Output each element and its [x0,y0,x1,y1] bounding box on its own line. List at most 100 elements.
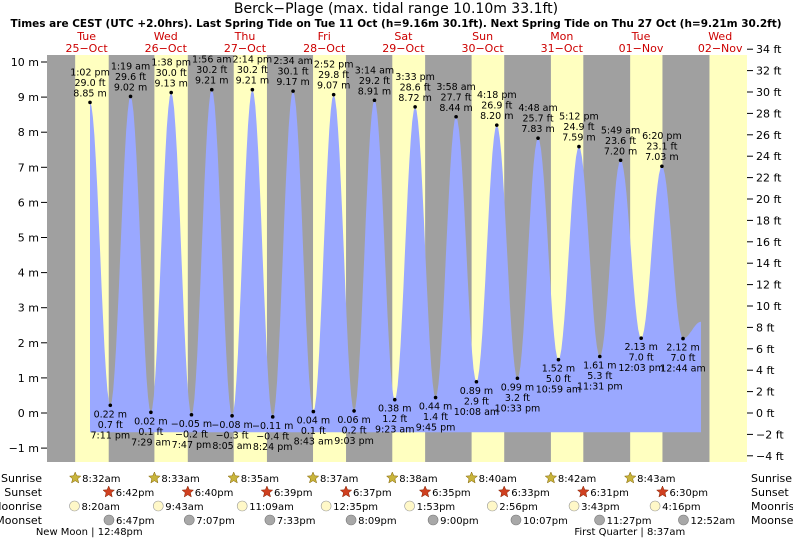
day-date-label: 27−Oct [224,42,267,55]
tide-label: 1.2 ft [382,414,407,425]
tide-label: 1.52 m [542,364,575,375]
row-label-left: Sunrise [1,472,42,485]
tide-label: 7:11 pm [90,430,130,441]
low-tide-point [109,403,113,407]
sunrise-time: 8:35am [241,474,279,485]
y-tick-label-ft: −4 ft [756,450,784,463]
sunrise-time: 8:40am [479,474,517,485]
tide-label: 9.07 m [317,81,350,92]
tide-label: 7.59 m [562,133,595,144]
tide-label: 27.7 ft [441,92,472,103]
y-tick-label-ft: 26 ft [756,129,782,142]
y-tick-label-ft: 18 ft [756,214,782,227]
tide-label: −0.3 ft [216,430,249,441]
sunset-time: 6:39pm [274,488,313,499]
tide-label: 10:08 am [454,407,499,418]
y-tick-label-m: 3 m [18,302,39,315]
sunrise-icon [387,472,398,483]
moonrise-time: 4:16pm [662,502,701,513]
tide-label: 9.17 m [276,77,309,88]
tide-label: 1:02 pm [70,67,110,78]
sunrise-time: 8:43am [637,474,675,485]
moonrise-time: 8:20am [82,502,120,513]
moonset-time: 8:09pm [358,516,397,527]
y-tick-label-m: 6 m [18,196,39,209]
low-tide-point [598,355,602,359]
y-tick-label-m: −1 m [9,442,39,455]
y-tick-label-m: 0 m [18,407,39,420]
tide-label: 29.0 ft [74,78,105,89]
sunset-time: 6:37pm [353,488,392,499]
tide-label: 4:48 am [518,103,557,114]
moon-phase-label: First Quarter | 8:37am [574,527,685,538]
y-tick-label-m: 2 m [18,337,39,350]
tide-label: 1:38 pm [151,58,191,69]
tide-label: 10:59 am [536,385,581,396]
tide-label: 30.2 ft [196,65,227,76]
high-tide-point [373,98,377,102]
tide-label: 11:31 pm [577,381,623,392]
sunset-icon [419,486,430,497]
day-date-label: 25−Oct [65,42,108,55]
day-date-label: 01−Nov [619,42,664,55]
moonset-icon [265,515,275,525]
sunset-time: 6:42pm [116,488,155,499]
moonrise-icon [405,501,415,511]
tide-label: 8.85 m [73,88,106,99]
tide-label: 8.44 m [439,103,472,114]
day-date-label: 31−Oct [541,42,584,55]
sunrise-icon [149,472,160,483]
tide-label: −0.11 m [252,421,293,432]
tide-label: 2:34 am [273,56,312,67]
sunrise-icon [228,472,239,483]
tide-label: 8.91 m [358,86,391,97]
y-tick-label-m: 4 m [18,267,39,280]
sunrise-icon [307,472,318,483]
row-label-left: Moonset [0,514,43,527]
moonset-time: 6:47pm [116,516,155,527]
y-tick-label-ft: 2 ft [756,386,775,399]
low-tide-point [681,337,685,341]
tide-label: 0.38 m [378,404,411,415]
high-tide-point [660,164,664,168]
tide-label: 2:14 pm [233,55,273,66]
tide-label: 9.21 m [236,76,269,87]
tide-label: 5:49 am [601,125,640,136]
y-tick-label-ft: 32 ft [756,65,782,78]
tide-label: 7.20 m [604,146,637,157]
y-tick-label-ft: 14 ft [756,257,782,270]
tide-label: 9.02 m [114,82,147,93]
tide-label: −0.2 ft [175,429,208,440]
y-tick-label-m: 5 m [18,232,39,245]
high-tide-point [88,101,92,105]
moonrise-time: 3:43pm [581,502,620,513]
y-tick-label-ft: 28 ft [756,107,782,120]
tide-label: 9.13 m [154,79,187,90]
sunset-icon [578,486,589,497]
y-tick-label-ft: 12 ft [756,279,782,292]
sunset-time: 6:33pm [511,488,550,499]
tide-label: 2:52 pm [314,60,354,71]
moonset-time: 12:52am [690,516,735,527]
row-label-right: Sunrise [751,472,792,485]
tide-label: 0.1 ft [301,426,326,437]
tide-label: 12:03 pm [618,363,664,374]
tide-label: 0.2 ft [342,425,367,436]
low-tide-point [190,413,194,417]
tide-label: 30.2 ft [237,65,268,76]
moonset-icon [428,515,438,525]
low-tide-point [393,398,397,402]
tide-label: 25.7 ft [523,114,554,125]
tide-label: 23.1 ft [646,142,677,153]
tide-label: 0.99 m [501,382,534,393]
moonset-time: 11:27pm [607,516,652,527]
sunrise-icon [625,472,636,483]
moon-phase-label: New Moon | 12:48pm [36,527,143,538]
moonrise-icon [153,501,163,511]
moonset-icon [678,515,688,525]
y-tick-label-ft: 10 ft [756,300,782,313]
moonrise-time: 12:35pm [333,502,378,513]
y-tick-label-m: 7 m [18,161,39,174]
low-tide-point [516,376,520,380]
high-tide-point [332,93,336,97]
